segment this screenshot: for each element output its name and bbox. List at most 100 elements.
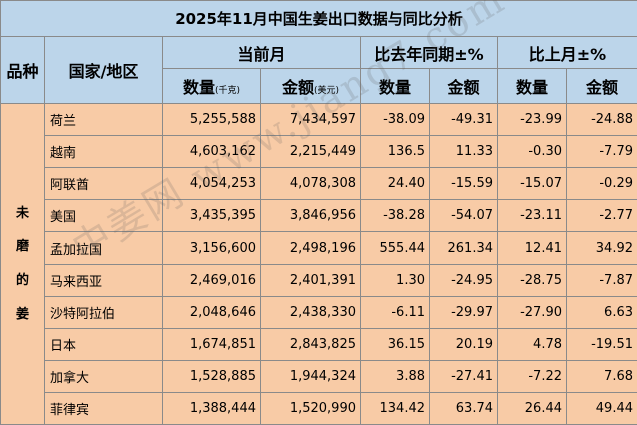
amount-header-label: 金额 xyxy=(281,78,314,98)
mom-qty-cell: 26.44 xyxy=(497,391,567,425)
country-cell: 沙特阿拉伯 xyxy=(44,295,163,329)
mom-qty-cell: -0.30 xyxy=(497,135,567,169)
mom-qty-cell: -7.22 xyxy=(497,359,567,393)
qty-cell: 3,435,395 xyxy=(162,199,261,233)
yoy-amount-header: 金额 xyxy=(429,68,498,105)
table-row: 美国 3,435,395 3,846,956 -38.28 -54.07 -23.11 -2… xyxy=(1,199,637,233)
country-cell: 美国 xyxy=(44,199,163,233)
qty-cell: 5,255,588 xyxy=(162,103,261,137)
mom-qty-cell: 12.41 xyxy=(497,231,567,265)
qty-header: 数量(千克) xyxy=(162,68,261,105)
yoy-qty-cell: -38.09 xyxy=(360,103,430,137)
current-month-header: 当前月 xyxy=(162,36,361,70)
yoy-qty-cell: 134.42 xyxy=(360,391,430,425)
country-cell: 孟加拉国 xyxy=(44,231,163,265)
yoy-amount-cell: -27.41 xyxy=(429,359,498,393)
yoy-qty-cell: 1.30 xyxy=(360,263,430,297)
category-cell: 未磨的姜 xyxy=(0,103,45,425)
category-header: 品种 xyxy=(0,36,45,105)
yoy-amount-cell: -15.59 xyxy=(429,167,498,201)
amount-cell: 3,846,956 xyxy=(260,199,361,233)
mom-qty-cell: 4.78 xyxy=(497,327,567,361)
mom-qty-cell: -15.07 xyxy=(497,167,567,201)
mom-amount-cell: -2.77 xyxy=(566,199,637,233)
yoy-amount-cell: 261.34 xyxy=(429,231,498,265)
table-row: 未磨的姜荷兰 5,255,588 7,434,597 -38.09 -49.31 -23.… xyxy=(0,103,637,425)
yoy-qty-cell: -6.11 xyxy=(360,295,430,329)
yoy-amount-cell: -54.07 xyxy=(429,199,498,233)
table-row: 孟加拉国 3,156,600 2,498,196 555.44 261.34 12.41 3… xyxy=(1,231,637,265)
table-row: 菲律宾 1,388,444 1,520,990 134.42 63.74 26.44 49.… xyxy=(1,391,637,425)
yoy-qty-cell: 555.44 xyxy=(360,231,430,265)
table-row: 沙特阿拉伯 2,048,646 2,438,330 -6.11 -29.97 -27.90… xyxy=(1,295,637,329)
mom-header: 比上月±% xyxy=(497,36,637,70)
header-row-1: 品种 国家/地区 当前月 比去年同期±% 比上月±% xyxy=(0,36,637,105)
table-row: 马来西亚 2,469,016 2,401,391 1.30 -24.95 -28.75 -7… xyxy=(1,263,637,297)
qty-header-label: 数量 xyxy=(182,78,215,98)
title-row: 2025年11月中国生姜出口数据与同比分析 xyxy=(0,0,637,38)
amount-cell: 1,520,990 xyxy=(260,391,361,425)
amount-cell: 4,078,308 xyxy=(260,167,361,201)
qty-unit: (千克) xyxy=(214,86,241,97)
mom-qty-cell: -28.75 xyxy=(497,263,567,297)
yoy-amount-cell: 63.74 xyxy=(429,391,498,425)
header-row-2: 数量(千克) 金额(美元) 数量 金额 数量 金额 xyxy=(1,68,637,105)
yoy-amount-cell: 11.33 xyxy=(429,135,498,169)
yoy-amount-cell: 20.19 xyxy=(429,327,498,361)
category-char: 磨 xyxy=(15,239,29,255)
country-cell: 马来西亚 xyxy=(44,263,163,297)
amount-cell: 2,843,825 xyxy=(260,327,361,361)
country-cell: 菲律宾 xyxy=(44,391,163,425)
mom-qty-header: 数量 xyxy=(497,68,567,105)
table-row: 加拿大 1,528,885 1,944,324 3.88 -27.41 -7.22 7.68 xyxy=(1,359,637,393)
country-cell: 日本 xyxy=(44,327,163,361)
yoy-amount-cell: -29.97 xyxy=(429,295,498,329)
category-char: 姜 xyxy=(15,306,29,322)
qty-cell: 1,528,885 xyxy=(162,359,261,393)
qty-cell: 1,674,851 xyxy=(162,327,261,361)
amount-header: 金额(美元) xyxy=(260,68,361,105)
mom-amount-cell: -7.79 xyxy=(566,135,637,169)
mom-amount-header: 金额 xyxy=(566,68,637,105)
yoy-amount-cell: -49.31 xyxy=(429,103,498,137)
qty-cell: 3,156,600 xyxy=(162,231,261,265)
yoy-qty-cell: 3.88 xyxy=(360,359,430,393)
amount-cell: 2,438,330 xyxy=(260,295,361,329)
amount-unit: (美元) xyxy=(313,86,340,97)
amount-cell: 7,434,597 xyxy=(260,103,361,137)
amount-cell: 2,401,391 xyxy=(260,263,361,297)
mom-qty-cell: -27.90 xyxy=(497,295,567,329)
amount-cell: 2,215,449 xyxy=(260,135,361,169)
mom-amount-cell: -7.87 xyxy=(566,263,637,297)
amount-cell: 2,498,196 xyxy=(260,231,361,265)
country-cell: 加拿大 xyxy=(44,359,163,393)
mom-amount-cell: -0.29 xyxy=(566,167,637,201)
table-row: 越南 4,603,162 2,215,449 136.5 11.33 -0.30 -7.79 xyxy=(1,135,637,169)
mom-qty-cell: -23.11 xyxy=(497,199,567,233)
yoy-header: 比去年同期±% xyxy=(360,36,498,70)
qty-cell: 4,603,162 xyxy=(162,135,261,169)
category-char: 未 xyxy=(15,205,29,221)
table-row: 阿联酋 4,054,253 4,078,308 24.40 -15.59 -15.07 -0… xyxy=(1,167,637,201)
category-char: 的 xyxy=(15,273,29,289)
yoy-qty-cell: 36.15 xyxy=(360,327,430,361)
mom-amount-cell: 49.44 xyxy=(566,391,637,425)
yoy-qty-header: 数量 xyxy=(360,68,430,105)
mom-amount-cell: -24.88 xyxy=(566,103,637,137)
mom-amount-cell: -19.51 xyxy=(566,327,637,361)
yoy-qty-cell: 24.40 xyxy=(360,167,430,201)
mom-amount-cell: 7.68 xyxy=(566,359,637,393)
country-cell: 阿联酋 xyxy=(44,167,163,201)
country-cell: 荷兰 xyxy=(44,103,163,137)
table-title: 2025年11月中国生姜出口数据与同比分析 xyxy=(0,0,637,38)
mom-amount-cell: 34.92 xyxy=(566,231,637,265)
amount-cell: 1,944,324 xyxy=(260,359,361,393)
country-header: 国家/地区 xyxy=(44,36,163,105)
mom-amount-cell: 6.63 xyxy=(566,295,637,329)
qty-cell: 2,048,646 xyxy=(162,295,261,329)
country-cell: 越南 xyxy=(44,135,163,169)
yoy-qty-cell: -38.28 xyxy=(360,199,430,233)
qty-cell: 2,469,016 xyxy=(162,263,261,297)
mom-qty-cell: -23.99 xyxy=(497,103,567,137)
